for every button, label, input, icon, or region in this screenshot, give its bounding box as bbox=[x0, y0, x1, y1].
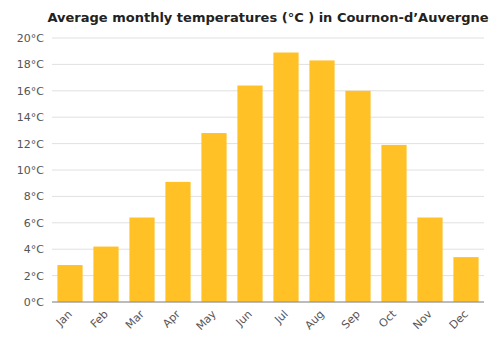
chart-container: Average monthly temperatures (°C ) in Co… bbox=[0, 0, 500, 350]
bar bbox=[57, 265, 82, 302]
x-tick-label: May bbox=[194, 307, 220, 333]
y-tick-label: 8°C bbox=[24, 190, 44, 203]
grid-line bbox=[52, 302, 484, 303]
bar bbox=[309, 60, 334, 302]
bar bbox=[237, 86, 262, 302]
y-tick-label: 6°C bbox=[24, 217, 44, 230]
x-axis-line bbox=[52, 302, 484, 303]
x-tick-label: Feb bbox=[88, 308, 111, 331]
bars bbox=[57, 53, 478, 302]
grid-line bbox=[52, 117, 484, 118]
x-tick-label: Sep bbox=[339, 308, 363, 332]
x-tick-label: Jun bbox=[233, 308, 255, 330]
y-tick-label: 0°C bbox=[24, 296, 44, 309]
y-tick-label: 14°C bbox=[17, 111, 44, 124]
bar bbox=[129, 218, 154, 302]
x-tick-label: Dec bbox=[447, 308, 471, 332]
bar bbox=[273, 53, 298, 302]
bar bbox=[453, 257, 478, 302]
grid-line bbox=[52, 90, 484, 91]
x-tick-label: Aug bbox=[302, 308, 326, 332]
bar bbox=[93, 247, 118, 302]
bar bbox=[417, 218, 442, 302]
y-tick-label: 16°C bbox=[17, 85, 44, 98]
grid-line bbox=[52, 143, 484, 144]
bar bbox=[381, 145, 406, 302]
x-tick-label: Mar bbox=[123, 307, 147, 331]
grid-line bbox=[52, 170, 484, 171]
bar bbox=[165, 182, 190, 302]
chart: Average monthly temperatures (°C ) in Co… bbox=[0, 0, 500, 350]
x-tick-label: Nov bbox=[410, 307, 435, 332]
y-tick-label: 12°C bbox=[17, 138, 44, 151]
y-tick-label: 4°C bbox=[24, 243, 44, 256]
grid-line bbox=[52, 38, 484, 39]
x-tick-label: Oct bbox=[376, 307, 399, 330]
x-tick-label: Apr bbox=[160, 307, 183, 330]
bar bbox=[201, 133, 226, 302]
x-tick-label: Jul bbox=[272, 308, 291, 327]
y-tick-label: 20°C bbox=[17, 32, 44, 45]
grid-line bbox=[52, 64, 484, 65]
y-tick-label: 18°C bbox=[17, 58, 44, 71]
y-tick-label: 10°C bbox=[17, 164, 44, 177]
grid-line bbox=[52, 196, 484, 197]
y-tick-label: 2°C bbox=[24, 270, 44, 283]
y-axis: 0°C 2°C 4°C 6°C 8°C 10°C 12°C 14°C 16°C 18°C 20°C bbox=[17, 32, 484, 309]
x-tick-label: Jan bbox=[53, 308, 75, 330]
title: Average monthly temperatures (°C ) in Co… bbox=[47, 10, 488, 25]
bar bbox=[345, 91, 370, 302]
x-axis: Jan Feb Mar Apr May Jun Jul Aug Sep Oct Nov Dec bbox=[52, 302, 484, 333]
